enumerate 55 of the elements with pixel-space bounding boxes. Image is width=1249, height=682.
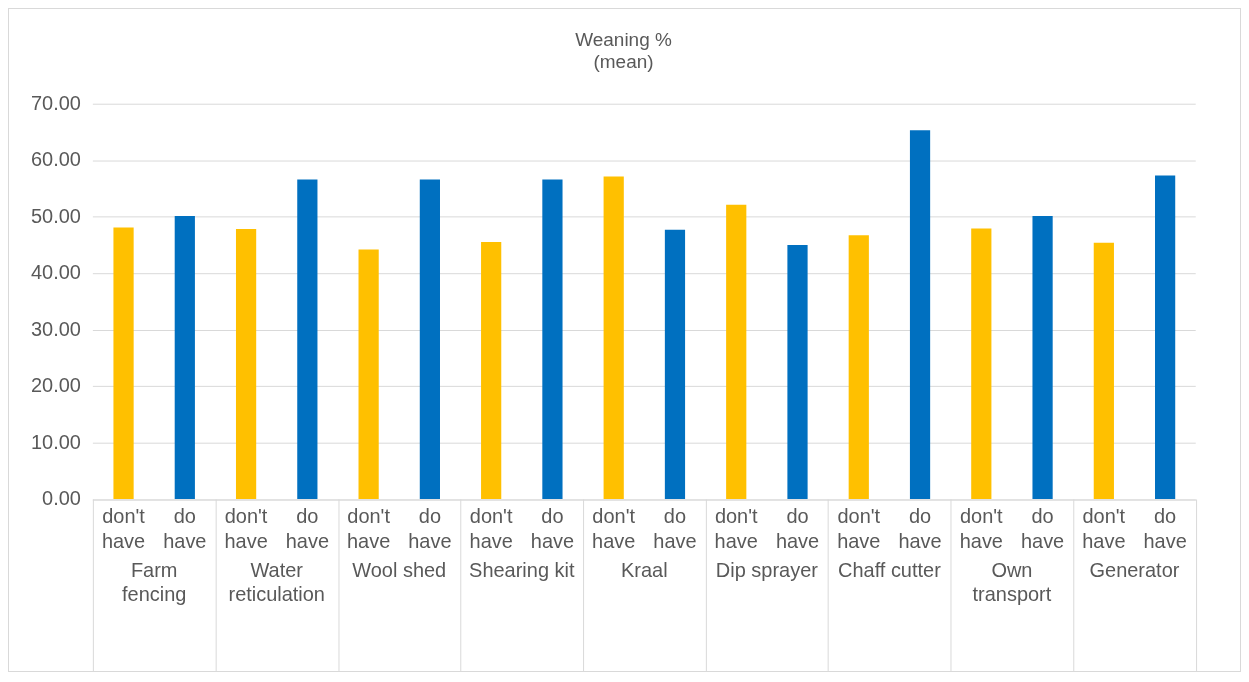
x-tick-label: Wool shed [352, 558, 447, 581]
bar [726, 204, 747, 500]
x-tick-label: Chaff cutter [838, 558, 942, 581]
bar [481, 242, 502, 500]
text: don't have [837, 504, 881, 552]
bar [909, 130, 931, 500]
bar [664, 229, 686, 500]
bar [1093, 242, 1114, 500]
text: do have [653, 504, 697, 552]
text: do have [1020, 504, 1065, 552]
text: don't have [469, 504, 513, 552]
bar [848, 235, 869, 500]
text: don't have [224, 504, 268, 552]
y-tick-label: 0.00 [42, 487, 81, 510]
x-tick-label: Water reticulation [228, 558, 325, 605]
bar [787, 244, 808, 500]
text: don't have [959, 504, 1003, 552]
bar [1032, 216, 1053, 500]
bar [971, 228, 992, 500]
y-tick-label: 20.00 [30, 374, 81, 397]
text: don't have [592, 504, 636, 552]
x-tick-label: Kraal [621, 558, 668, 581]
bar [174, 216, 195, 500]
x-tick-label: Shearing kit [469, 558, 575, 581]
y-tick-label: 60.00 [30, 148, 81, 171]
text: do have [898, 504, 942, 552]
text: do have [408, 504, 452, 552]
x-tick-label: Own transport [972, 558, 1052, 605]
chart-subtitle: (mean) [593, 51, 654, 73]
y-tick-label: 30.00 [30, 317, 81, 340]
bar [419, 179, 440, 500]
x-tick-label: Dip sprayer [715, 558, 819, 581]
chart-title: Weaning % [575, 28, 672, 50]
text: do have [775, 504, 820, 552]
bar [297, 179, 318, 500]
bar [542, 179, 563, 500]
text: don't have [714, 504, 758, 552]
bar [1155, 175, 1176, 500]
text: do have [530, 504, 575, 552]
y-tick-label: 70.00 [30, 91, 81, 114]
series-label: don't have [346, 504, 391, 552]
y-tick-label: 10.00 [30, 430, 81, 453]
series-label: do have [285, 504, 329, 552]
bar [358, 249, 379, 500]
x-tick-label: Generator [1089, 558, 1180, 581]
bar [113, 227, 134, 500]
y-tick-label: 50.00 [30, 204, 81, 227]
y-tick-label: 40.00 [30, 261, 81, 284]
text: don't have [1082, 504, 1126, 552]
bar [603, 176, 624, 500]
bar [235, 229, 257, 500]
text: do have [163, 504, 207, 552]
x-tick-label: Farm fencing [122, 558, 187, 605]
text: don't have [101, 504, 146, 552]
text: do have [1143, 504, 1187, 552]
